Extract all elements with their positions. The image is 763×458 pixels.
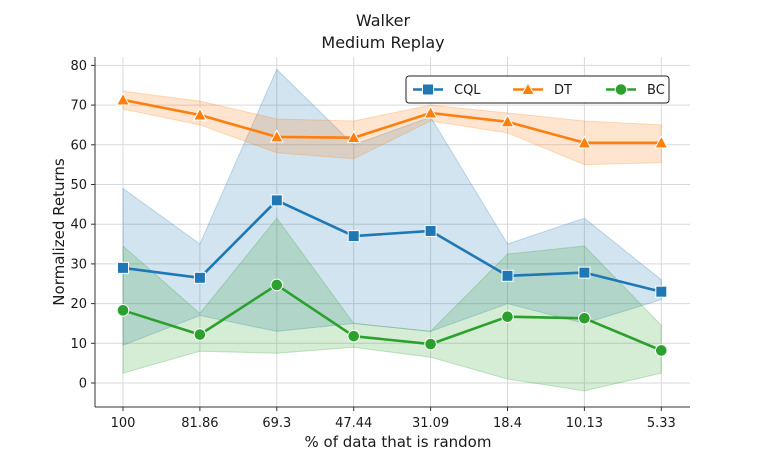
dt-confidence-band: [122, 90, 662, 166]
x-tick-label: 81.86: [181, 416, 218, 431]
x-tick-label: 18.4: [493, 416, 522, 431]
y-tick-label: 50: [70, 178, 87, 193]
bc-legend-label: BC: [647, 83, 665, 98]
bc-data-point: [655, 344, 668, 357]
legend: CQL DT BC: [405, 75, 670, 104]
cql-data-point: [270, 194, 283, 207]
x-tick-label: 100: [111, 416, 136, 431]
bc-data-point: [270, 278, 284, 292]
x-tick-label: 47.44: [335, 416, 372, 431]
bc-data-point: [578, 311, 591, 325]
dt-data-point: [115, 92, 131, 106]
bc-data-point: [347, 329, 361, 343]
y-tick-label: 40: [70, 218, 87, 233]
cql-series-line: [122, 199, 662, 293]
confidence-bands: [122, 68, 662, 392]
bc-data-point: [424, 337, 437, 351]
y-tick-label: 60: [70, 138, 87, 153]
y-tick-label: 0: [79, 377, 87, 392]
chart-title-line-1: Walker: [356, 11, 411, 30]
cql-data-point: [424, 224, 437, 237]
x-tick-label: 31.09: [412, 416, 449, 431]
cql-data-point: [117, 261, 129, 274]
bc-data-point: [501, 310, 514, 324]
y-tick-label: 80: [70, 59, 87, 74]
bc-series-line: [122, 283, 662, 352]
x-tick-label: 69.3: [262, 416, 291, 431]
bc-legend-marker: [614, 83, 628, 96]
cql-data-point: [347, 230, 360, 243]
cql-confidence-band: [122, 68, 662, 347]
y-axis-label: Normalized Returns: [50, 158, 68, 306]
x-axis-label: % of data that is random: [305, 433, 492, 451]
cql-legend-label: CQL: [454, 83, 481, 98]
dt-legend-marker: [520, 81, 536, 95]
dt-series-line: [122, 98, 662, 145]
dt-data-point: [577, 135, 592, 149]
y-tick-label: 30: [70, 257, 87, 272]
y-tick-label: 20: [70, 297, 87, 312]
cql-data-point: [193, 271, 206, 284]
x-tick-label: 5.33: [647, 416, 676, 431]
dt-data-point: [654, 135, 669, 149]
cql-legend-marker: [422, 83, 434, 96]
dt-data-point: [192, 107, 207, 121]
series-markers: [115, 92, 669, 357]
axes: 0 10 20 30 40 50 60 70 80 100 81.86 69.3 47.44 31.09 1…: [70, 57, 690, 431]
y-tick-label: 70: [70, 99, 87, 114]
bc-data-point: [193, 328, 207, 341]
cql-data-point: [501, 269, 514, 282]
cql-data-point: [578, 266, 591, 279]
dt-data-point: [346, 130, 361, 144]
bc-confidence-band: [122, 217, 662, 392]
x-tick-label: 10.13: [566, 416, 603, 431]
cql-data-point: [655, 285, 668, 298]
bc-data-point: [116, 304, 130, 317]
y-tick-label: 10: [70, 337, 87, 352]
series-lines: [122, 98, 662, 352]
dt-data-point: [269, 129, 284, 143]
dt-data-point: [500, 114, 515, 128]
dt-legend-label: DT: [554, 83, 572, 98]
chart-title-line-2: Medium Replay: [321, 33, 444, 52]
dt-data-point: [423, 105, 438, 119]
